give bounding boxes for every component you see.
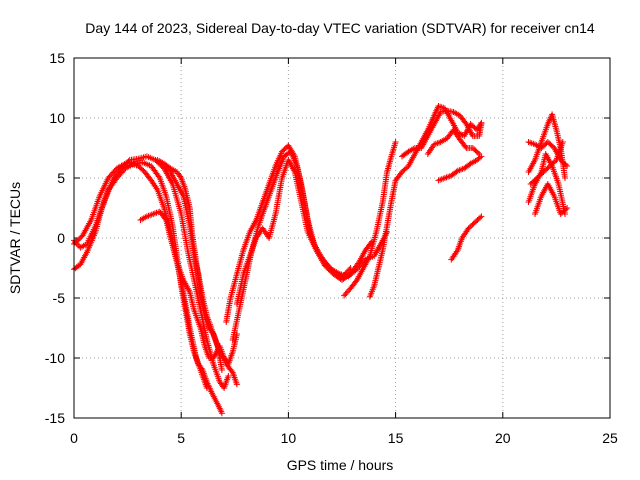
series-markers xyxy=(154,157,225,373)
x-tick-label: 10 xyxy=(281,430,297,446)
chart-title: Day 144 of 2023, Sidereal Day-to-day VTE… xyxy=(85,20,595,36)
y-axis-label: SDTVAR / TECUs xyxy=(7,182,23,294)
series-markers xyxy=(424,127,483,157)
x-tick-label: 5 xyxy=(177,430,185,446)
y-tick-labels: -15 -10 -5 0 5 10 15 xyxy=(45,50,65,426)
grid xyxy=(74,58,610,418)
y-tick-label: 0 xyxy=(57,230,65,246)
series-markers xyxy=(366,103,485,300)
series-track-19 xyxy=(527,139,566,187)
y-tick-label: 15 xyxy=(49,50,65,66)
plot-frame xyxy=(73,57,611,419)
series-markers xyxy=(448,213,485,263)
x-tick-label: 25 xyxy=(602,430,618,446)
series-track-6 xyxy=(154,157,225,373)
series-track-20 xyxy=(532,181,571,217)
series-markers xyxy=(341,139,399,299)
series-track-3 xyxy=(71,159,210,391)
series-track-15 xyxy=(448,213,485,263)
y-tick-label: -10 xyxy=(45,350,65,366)
y-tick-label: -15 xyxy=(45,410,65,426)
series-markers xyxy=(527,139,566,187)
y-tick-label: 5 xyxy=(57,170,65,186)
series-track-11 xyxy=(366,103,485,300)
x-tick-label: 20 xyxy=(495,430,511,446)
y-tick-label: -5 xyxy=(53,290,66,306)
series-track-14 xyxy=(435,153,485,184)
x-tick-labels: 0 5 10 15 20 25 xyxy=(70,430,618,446)
x-tick-label: 0 xyxy=(70,430,78,446)
series-markers xyxy=(229,148,354,343)
x-axis-label: GPS time / hours xyxy=(287,457,394,473)
y-tick-label: 10 xyxy=(49,110,65,126)
series-track-9 xyxy=(233,157,375,307)
series-markers xyxy=(233,157,375,307)
series-markers xyxy=(435,153,485,184)
series-track-12 xyxy=(399,107,485,160)
x-tick-label: 15 xyxy=(388,430,404,446)
series-markers xyxy=(71,159,210,391)
series-track-8 xyxy=(229,148,354,343)
data-series xyxy=(71,103,571,417)
series-track-10 xyxy=(341,139,399,299)
series-markers xyxy=(399,107,485,160)
series-markers xyxy=(532,181,571,217)
series-track-13 xyxy=(424,127,483,157)
